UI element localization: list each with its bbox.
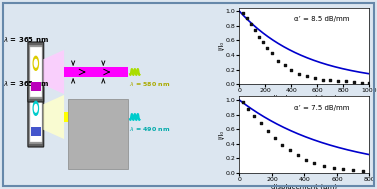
Point	[265, 129, 271, 132]
FancyBboxPatch shape	[28, 42, 44, 102]
Circle shape	[33, 56, 38, 70]
Point	[351, 80, 357, 83]
Point	[245, 107, 251, 110]
FancyBboxPatch shape	[29, 44, 43, 99]
Bar	[30, 47, 42, 97]
Point	[272, 136, 278, 139]
Point	[350, 169, 356, 172]
Point	[320, 78, 326, 81]
Point	[331, 166, 337, 169]
Bar	[31, 127, 41, 136]
Bar	[30, 92, 42, 142]
Bar	[68, 99, 128, 169]
Point	[304, 75, 310, 78]
Circle shape	[34, 60, 37, 67]
Point	[275, 59, 281, 62]
Point	[360, 169, 366, 172]
Point	[244, 17, 250, 20]
Bar	[64, 67, 128, 77]
Point	[296, 72, 302, 75]
FancyBboxPatch shape	[28, 87, 44, 147]
Point	[327, 79, 333, 82]
X-axis label: displacement (μm): displacement (μm)	[271, 95, 337, 101]
Text: α’ = 8.5 dB/mm: α’ = 8.5 dB/mm	[294, 16, 349, 22]
X-axis label: displacement (μm): displacement (μm)	[271, 184, 337, 189]
Text: $\lambda$ = 580 nm: $\lambda$ = 580 nm	[129, 80, 170, 88]
Point	[256, 35, 262, 38]
Point	[312, 77, 318, 80]
Point	[340, 167, 346, 170]
Point	[366, 81, 372, 84]
FancyBboxPatch shape	[29, 90, 43, 145]
Point	[303, 158, 309, 161]
Point	[279, 143, 285, 146]
Point	[287, 148, 293, 151]
Text: $\lambda$ = 365 nm: $\lambda$ = 365 nm	[3, 35, 49, 43]
Point	[311, 161, 317, 164]
Text: $\lambda$ = 365 nm: $\lambda$ = 365 nm	[3, 80, 49, 88]
Point	[288, 68, 294, 71]
Polygon shape	[43, 95, 64, 139]
Point	[264, 46, 270, 49]
Point	[321, 164, 327, 167]
Point	[260, 40, 266, 43]
Bar	[31, 82, 41, 91]
Point	[240, 11, 246, 14]
Point	[295, 154, 301, 157]
Point	[343, 80, 349, 83]
Point	[248, 23, 254, 26]
Point	[269, 52, 275, 55]
Point	[240, 101, 246, 104]
Circle shape	[33, 101, 38, 115]
Bar	[64, 112, 128, 122]
Point	[282, 64, 288, 67]
Point	[335, 80, 341, 83]
Text: α’ = 7.5 dB/mm: α’ = 7.5 dB/mm	[294, 105, 349, 111]
Y-axis label: I/I₀: I/I₀	[218, 41, 224, 50]
Circle shape	[34, 105, 37, 112]
Y-axis label: I/I₀: I/I₀	[218, 130, 224, 139]
Point	[251, 115, 257, 118]
Point	[257, 122, 264, 125]
Point	[252, 29, 258, 32]
Polygon shape	[43, 50, 64, 94]
Text: $\lambda$ = 490 nm: $\lambda$ = 490 nm	[129, 125, 170, 133]
Point	[359, 81, 365, 84]
